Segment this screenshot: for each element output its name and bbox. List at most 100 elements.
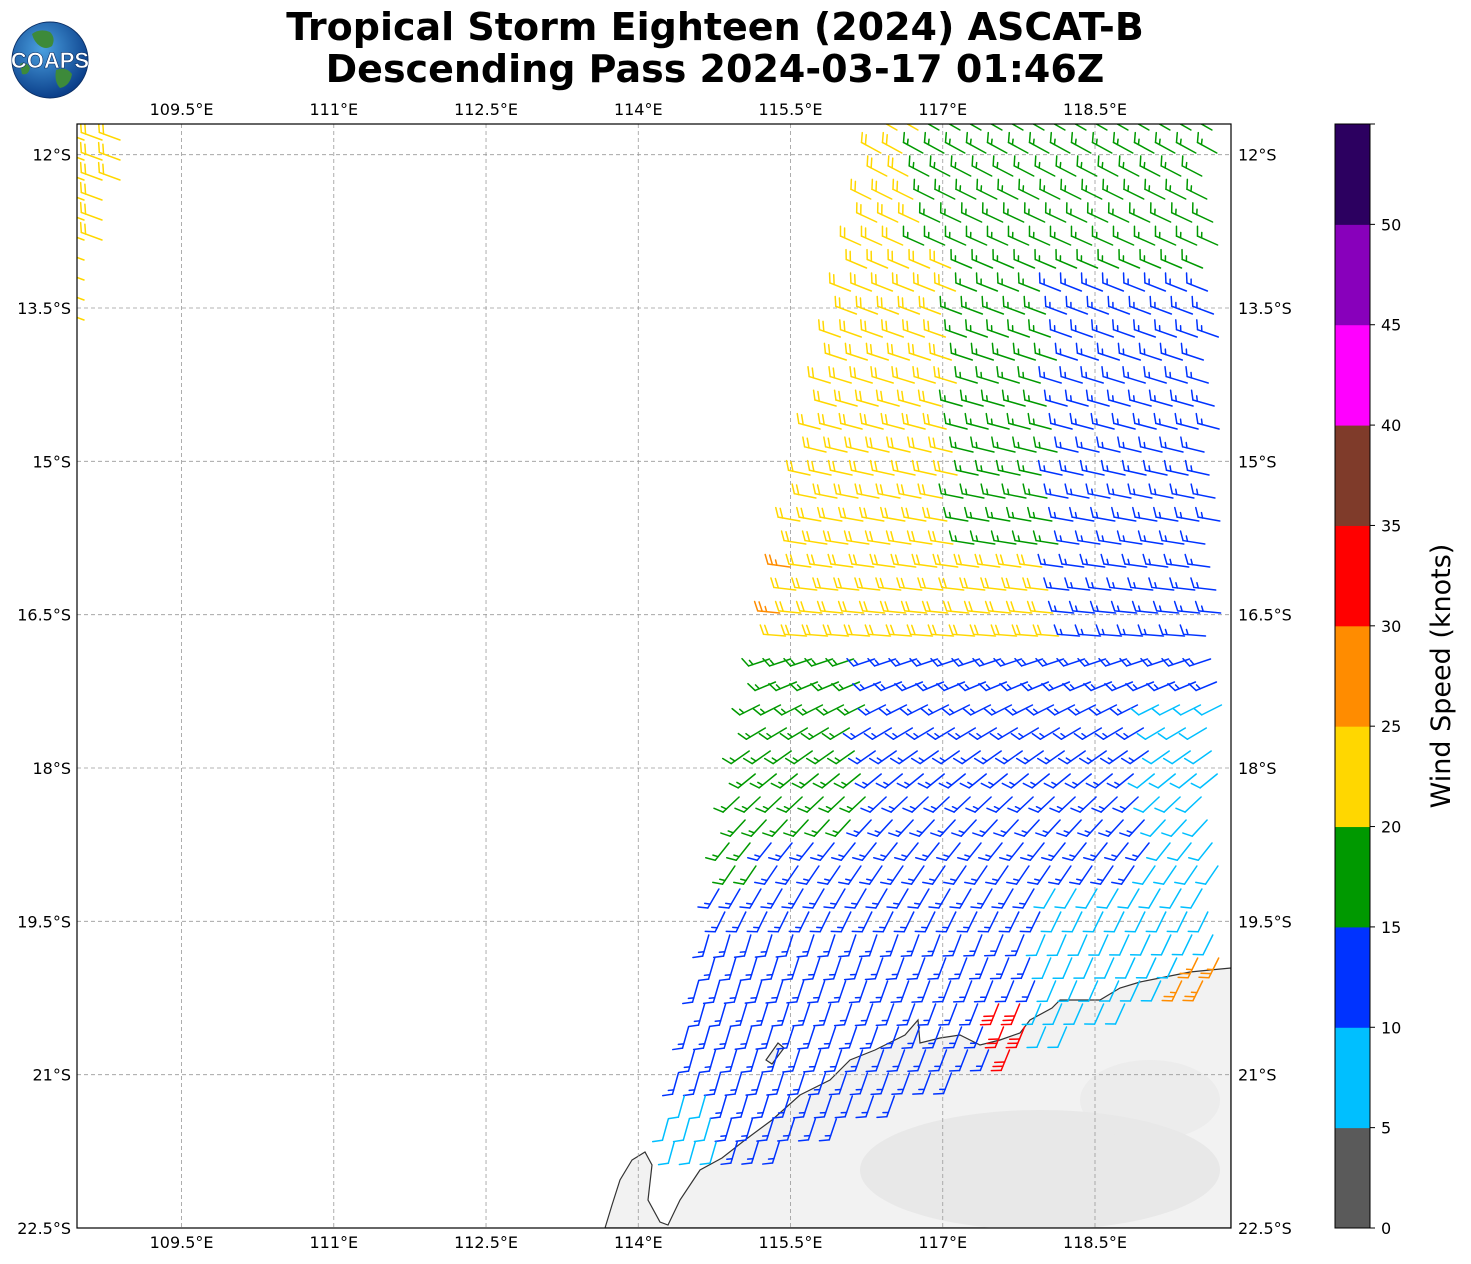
wind-barb bbox=[1117, 888, 1140, 909]
wind-barb bbox=[974, 459, 1000, 476]
wind-barb bbox=[1148, 773, 1176, 789]
wind-barb bbox=[1112, 319, 1136, 338]
wind-barb bbox=[986, 131, 1008, 154]
wind-barb bbox=[977, 911, 999, 933]
wind-barb bbox=[721, 750, 750, 765]
wind-barb bbox=[881, 225, 904, 246]
wind-barb bbox=[823, 436, 848, 453]
wind-barb bbox=[781, 957, 800, 981]
wind-barb bbox=[768, 681, 798, 692]
wind-barb bbox=[1153, 506, 1179, 522]
wind-barb bbox=[1036, 980, 1057, 1003]
wind-barb bbox=[848, 459, 874, 476]
wind-barb bbox=[823, 1049, 843, 1073]
wind-barb bbox=[1067, 704, 1097, 716]
wind-barb bbox=[767, 911, 789, 933]
lat-tick-label-right: 21°S bbox=[1238, 1066, 1277, 1085]
wind-barb bbox=[944, 319, 968, 338]
wind-barb bbox=[1174, 506, 1200, 522]
wind-barb bbox=[792, 1003, 811, 1027]
wind-barb bbox=[1080, 272, 1104, 292]
map-plot-area: 109.5°E 109.5°E 111°E 111°E 112.5°E 112.5°E 11… bbox=[17, 100, 1292, 1252]
wind-barb bbox=[1044, 295, 1068, 315]
wind-barb bbox=[906, 624, 934, 637]
colorbar-segment bbox=[1335, 826, 1370, 928]
wind-barb bbox=[1118, 248, 1141, 269]
wind-barb bbox=[930, 819, 956, 837]
lat-tick-label-right: 19.5°S bbox=[1238, 912, 1292, 931]
wind-barb bbox=[827, 980, 847, 1004]
wind-barb bbox=[981, 202, 1004, 223]
wind-barb bbox=[1044, 202, 1067, 223]
wind-barb bbox=[672, 1026, 690, 1051]
wind-barb bbox=[938, 1003, 958, 1026]
wind-barb bbox=[741, 657, 771, 667]
lon-tick-label-bottom: 117°E bbox=[918, 1233, 967, 1252]
wind-barb bbox=[843, 530, 870, 545]
wind-barb bbox=[1012, 436, 1037, 453]
wind-barb bbox=[923, 131, 945, 154]
wind-barb bbox=[1043, 773, 1071, 789]
wind-barb bbox=[910, 750, 939, 765]
wind-barb bbox=[969, 1049, 990, 1072]
wind-barb bbox=[77, 251, 85, 261]
wind-barb bbox=[1180, 888, 1203, 909]
wind-barb bbox=[1056, 819, 1082, 837]
wind-barb bbox=[1049, 131, 1071, 154]
wind-barb bbox=[697, 888, 720, 909]
wind-barb bbox=[942, 1026, 963, 1049]
wind-barb bbox=[789, 681, 819, 692]
wind-barb bbox=[886, 342, 911, 361]
wind-barb bbox=[971, 248, 994, 269]
wind-barb bbox=[1097, 248, 1120, 269]
wind-barb bbox=[1028, 131, 1050, 154]
wind-barb bbox=[1154, 131, 1176, 154]
wind-barb bbox=[1148, 577, 1175, 591]
wind-barb bbox=[865, 888, 888, 909]
land-layer bbox=[604, 967, 1231, 1228]
wind-barb bbox=[693, 1118, 712, 1143]
wind-barb bbox=[801, 624, 829, 637]
wind-barb bbox=[838, 506, 864, 522]
wind-barb bbox=[884, 727, 914, 741]
wind-barb bbox=[1127, 773, 1155, 789]
wind-barb bbox=[1065, 295, 1089, 315]
wind-barb bbox=[951, 657, 981, 667]
wind-barb bbox=[962, 704, 992, 716]
wind-barb bbox=[996, 366, 1020, 384]
wind-barb bbox=[1090, 506, 1116, 522]
wind-barb bbox=[894, 842, 919, 861]
wind-barb bbox=[1069, 865, 1093, 885]
wind-barb bbox=[889, 750, 918, 765]
colorbar-tick-label: 50 bbox=[1381, 215, 1401, 234]
wind-barb bbox=[1123, 178, 1145, 200]
wind-barb bbox=[77, 191, 85, 201]
wind-barb bbox=[1101, 366, 1125, 384]
wind-barb bbox=[775, 506, 801, 522]
wind-barb bbox=[833, 577, 860, 591]
wind-barb bbox=[1128, 202, 1151, 223]
wind-barb bbox=[908, 155, 930, 177]
wind-barb bbox=[1170, 295, 1194, 315]
wind-barb bbox=[1084, 1003, 1105, 1025]
wind-barb bbox=[913, 178, 935, 200]
wind-barb bbox=[1154, 225, 1177, 246]
wind-barb bbox=[1132, 506, 1158, 522]
wind-barb bbox=[1191, 202, 1214, 223]
wind-barb bbox=[1033, 888, 1056, 909]
wind-barb bbox=[867, 819, 893, 837]
wind-barb bbox=[990, 1049, 1011, 1072]
wind-barb bbox=[901, 1026, 921, 1049]
wind-barb bbox=[779, 727, 809, 741]
wind-barb bbox=[1109, 934, 1130, 956]
wind-barb bbox=[894, 681, 924, 692]
wind-barb bbox=[741, 819, 767, 837]
wind-barb bbox=[1074, 530, 1101, 545]
wind-barb bbox=[1013, 155, 1035, 177]
wind-barb bbox=[713, 796, 740, 813]
wind-barb bbox=[999, 681, 1029, 692]
wind-barb bbox=[718, 888, 741, 909]
wind-barb bbox=[864, 624, 892, 637]
colorbar-segment bbox=[1335, 425, 1370, 526]
wind-barb bbox=[983, 704, 1013, 716]
